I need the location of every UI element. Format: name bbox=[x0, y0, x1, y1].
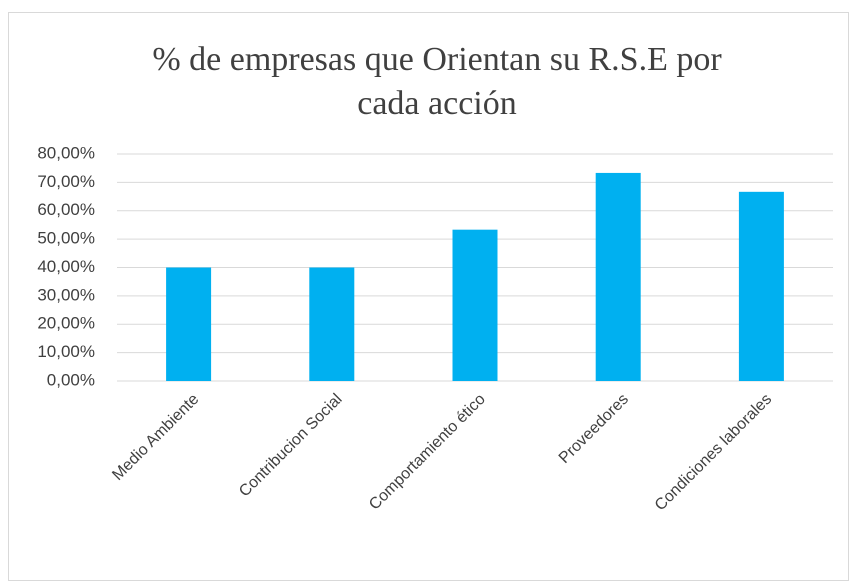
y-tick-label: 20,00% bbox=[37, 314, 95, 333]
bar bbox=[309, 267, 355, 381]
chart-border bbox=[8, 12, 849, 581]
bar bbox=[452, 229, 498, 381]
y-tick-label: 30,00% bbox=[37, 285, 95, 304]
chart-title: % de empresas que Orientan su R.S.E por … bbox=[152, 41, 722, 122]
y-tick-label: 40,00% bbox=[37, 257, 95, 276]
bar bbox=[595, 172, 641, 381]
y-tick-label: 70,00% bbox=[37, 172, 95, 191]
y-tick-label: 0,00% bbox=[47, 370, 95, 389]
bar bbox=[166, 267, 212, 381]
y-tick-label: 80,00% bbox=[37, 143, 95, 162]
y-tick-label: 10,00% bbox=[37, 342, 95, 361]
y-tick-label: 50,00% bbox=[37, 229, 95, 248]
y-tick-label: 60,00% bbox=[37, 200, 95, 219]
bar bbox=[738, 191, 784, 381]
